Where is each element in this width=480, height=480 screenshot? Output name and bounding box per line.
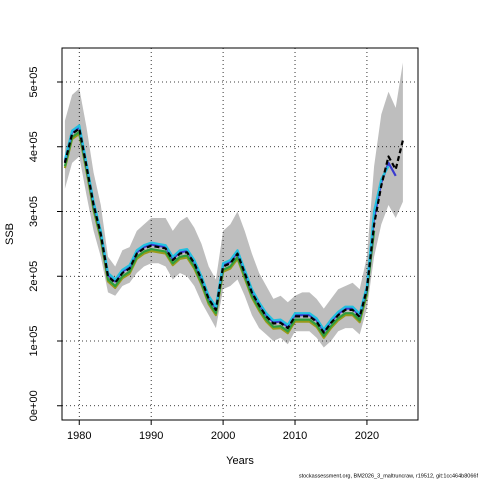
y-tick-label: 0e+00: [28, 390, 40, 421]
footer: stockassessment.org, BM2026_3_maltruncra…: [299, 473, 479, 479]
y-tick-label: 4e+05: [28, 131, 40, 162]
x-tick-label: 2020: [355, 430, 379, 442]
series-line: [63, 127, 404, 334]
y-axis-label: SSB: [4, 223, 16, 245]
x-axis-label: Years: [226, 455, 254, 467]
x-tick-label: 2000: [211, 430, 235, 442]
x-tick-label: 1980: [67, 430, 91, 442]
y-tick-label: 1e+05: [28, 326, 40, 357]
y-tick-label: 5e+05: [28, 67, 40, 98]
plot-frame: [61, 47, 419, 421]
x-tick-label: 1990: [139, 430, 163, 442]
y-tick-label: 2e+05: [28, 261, 40, 292]
confidence-band: [64, 62, 403, 348]
y-tick-label: 3e+05: [28, 196, 40, 227]
series-line: [63, 124, 390, 331]
x-tick-label: 2010: [283, 430, 307, 442]
